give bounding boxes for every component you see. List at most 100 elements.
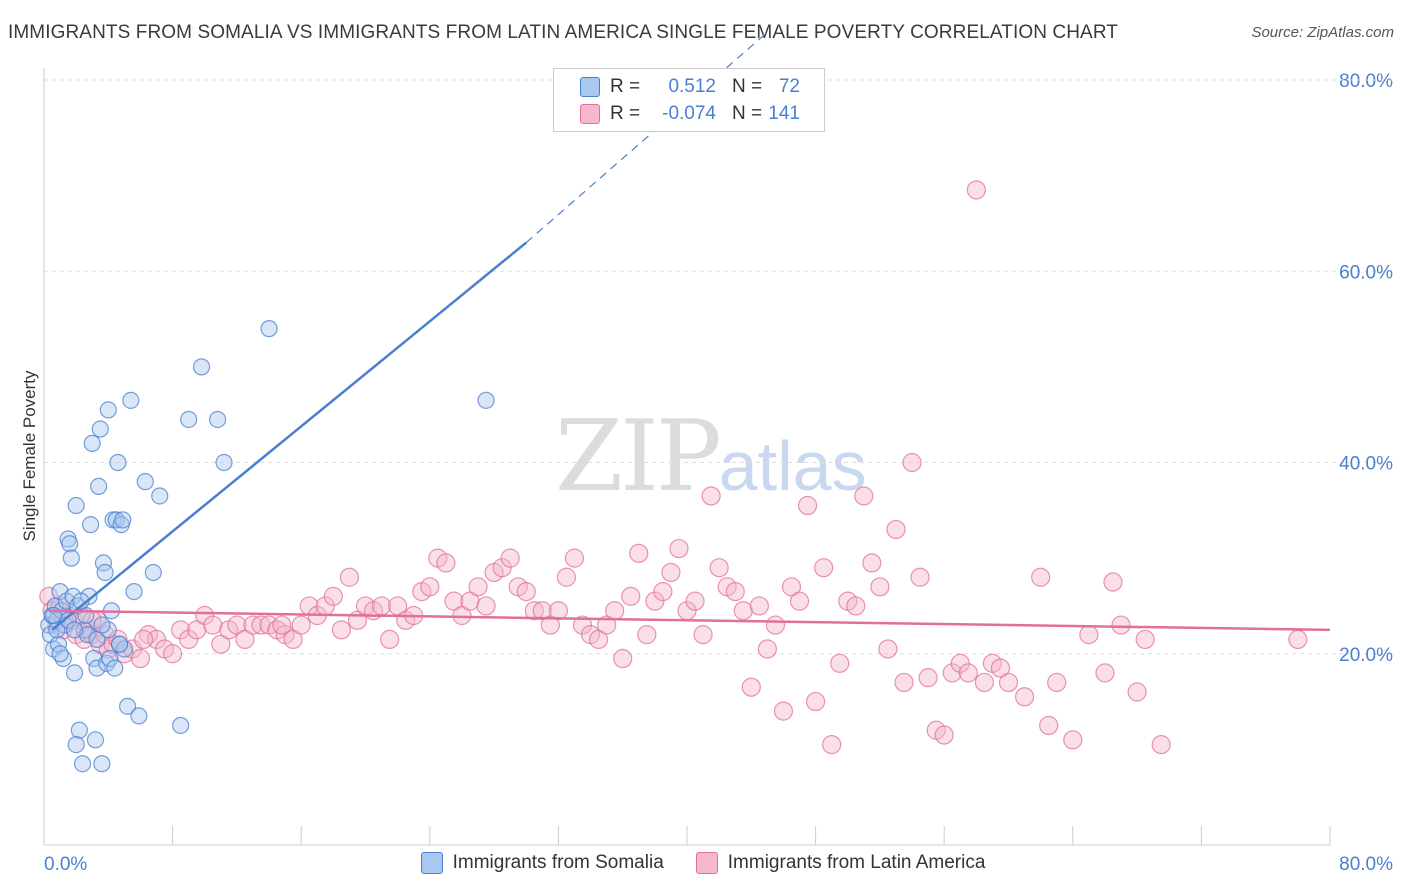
latin-point [179, 629, 199, 650]
latin-point [1151, 734, 1171, 755]
somalia-point [114, 511, 132, 529]
somalia-point [101, 649, 119, 668]
somalia-point [82, 516, 100, 534]
latin-point [436, 553, 456, 573]
somalia-point [65, 621, 84, 639]
latin-point [1095, 663, 1115, 683]
latin-point [1288, 629, 1308, 650]
latin-point [572, 615, 593, 635]
somalia-point [172, 716, 190, 735]
stats-row-somalia: R = 0.512 N = 72 [554, 73, 824, 101]
latin-point [878, 639, 898, 659]
latin-point [629, 543, 649, 563]
somalia-trend-extension [525, 31, 768, 244]
latin-point [371, 596, 392, 616]
latin-point [1127, 682, 1147, 702]
latin-point [637, 625, 657, 645]
latin-point [701, 486, 721, 506]
latin-point [130, 648, 151, 669]
latin-point [1111, 615, 1131, 635]
latin-point [564, 548, 585, 568]
latin-point [805, 691, 826, 712]
latin-point [272, 615, 292, 635]
somalia-point [122, 391, 140, 409]
latin-trend-line [48, 609, 1331, 632]
latin-point [323, 586, 343, 606]
latin-point [492, 558, 512, 578]
latin-point [725, 581, 745, 602]
somalia-point [115, 640, 133, 658]
somalia-point [98, 654, 116, 672]
latin-point [918, 668, 938, 688]
latin-point [974, 672, 994, 693]
somalia-point [192, 358, 211, 376]
legend-item-somalia[interactable]: Immigrants from Somalia [420, 852, 664, 874]
latin-point [540, 615, 560, 635]
legend-label-somalia: Immigrants from Somalia [452, 852, 664, 873]
latin-point [452, 605, 472, 626]
legend: Immigrants from Somalia Immigrants from … [0, 852, 1406, 874]
latin-point [108, 629, 128, 650]
legend-item-latin[interactable]: Immigrants from Latin America [695, 852, 986, 874]
latin-point [1135, 629, 1155, 650]
latin-point [532, 601, 552, 621]
somalia-point [151, 487, 169, 505]
stats-r-label-somalia: R = [610, 76, 641, 97]
latin-point [211, 634, 231, 654]
somalia-point [83, 434, 101, 452]
latin-point [822, 734, 842, 755]
somalia-point [77, 606, 95, 625]
somalia-point [144, 563, 162, 582]
latin-point [757, 639, 777, 659]
somalia-point [73, 755, 92, 773]
latin-point [1079, 625, 1099, 645]
latin-point [203, 615, 223, 635]
watermark-zip: ZIP [555, 400, 722, 514]
somalia-point [209, 410, 227, 429]
latin-point [797, 495, 818, 516]
stats-n-label-latin: N = [732, 103, 763, 124]
somalia-point [62, 549, 80, 567]
somalia-trend-line [51, 241, 528, 631]
latin-point [781, 577, 802, 597]
somalia-point [136, 473, 154, 491]
somalia-point [48, 621, 66, 639]
latin-point [870, 577, 890, 597]
somalia-point [80, 587, 98, 605]
y-tick-label: 40.0% [1339, 454, 1393, 475]
latin-point [171, 620, 191, 640]
latin-point [556, 567, 577, 587]
latin-point [291, 615, 311, 635]
latin-point [476, 596, 496, 616]
latin-point [773, 701, 794, 721]
latin-point [862, 553, 882, 573]
latin-point [548, 601, 569, 621]
somalia-point [260, 320, 278, 338]
somalia-point [110, 635, 129, 653]
latin-point [749, 596, 769, 616]
latin-point [195, 605, 215, 626]
latin-point [1039, 715, 1059, 736]
y-tick-label: 20.0% [1339, 645, 1393, 666]
stats-swatch-latin [580, 104, 600, 124]
somalia-point [477, 391, 495, 409]
somalia-point [109, 453, 127, 472]
stats-n-label-somalia: N = [732, 76, 763, 97]
stats-row-latin: R = -0.074 N = 141 [554, 100, 824, 128]
latin-point [934, 725, 954, 745]
latin-point [605, 601, 625, 621]
somalia-point [130, 707, 148, 725]
somalia-point [65, 664, 84, 682]
latin-point [830, 653, 850, 673]
latin-point [588, 629, 609, 650]
legend-label-latin: Immigrants from Latin America [727, 852, 986, 873]
stats-swatch-somalia [580, 77, 600, 97]
legend-swatch-somalia [420, 852, 443, 874]
latin-point [854, 486, 874, 506]
chart-title: IMMIGRANTS FROM SOMALIA VS IMMIGRANTS FR… [8, 22, 1119, 43]
latin-point [380, 629, 400, 650]
latin-point [613, 648, 633, 669]
latin-point [709, 558, 729, 578]
somalia-point [99, 401, 117, 419]
